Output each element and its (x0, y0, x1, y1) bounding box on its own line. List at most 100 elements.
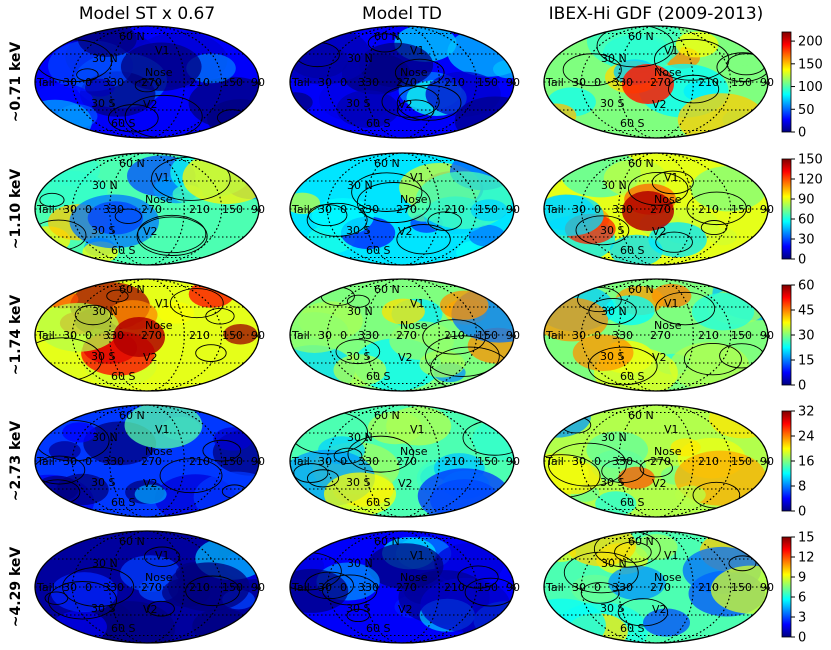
parallel-label: 60 S (111, 496, 135, 509)
meridian-label: 150 (222, 455, 243, 468)
parallel-label: 60 N (119, 157, 145, 170)
parallel-label: 30 S (91, 476, 115, 489)
contour (457, 565, 499, 589)
meridian-label: 150 (222, 581, 243, 594)
colorbar-tick-label: 16 (798, 455, 815, 470)
map-blob (648, 222, 707, 258)
meridian-label: 150 (731, 76, 752, 89)
marker-label-v2: V2 (143, 351, 158, 364)
marker-label-nose: Nose (145, 193, 173, 206)
contour (106, 289, 129, 303)
contour (107, 104, 159, 133)
marker-label-v2: V2 (398, 351, 413, 364)
colorbar-tick-label: 100 (798, 80, 823, 95)
map-blob (470, 199, 508, 222)
marker-label-v1: V1 (155, 297, 170, 310)
meridian-label: Tail (545, 329, 564, 342)
meridian-label: 0 (594, 76, 601, 89)
map-blob (389, 321, 454, 361)
contour (134, 78, 159, 93)
meridian (109, 26, 185, 138)
marker-label-v2: V2 (143, 603, 158, 616)
parallel-label: 30 S (346, 602, 370, 615)
map-blob (604, 295, 655, 326)
meridian-label: 30 (63, 76, 77, 89)
map-blob (643, 608, 690, 637)
colorbar-row-4: 0 8 16 24 32 (781, 405, 815, 520)
parallel-label: 30 N (92, 431, 118, 444)
parallel-label: 30 S (600, 97, 624, 110)
meridian-label: 30 (63, 329, 77, 342)
colorbar-tick-label: 30 (798, 233, 815, 248)
marker-label-v1: V1 (664, 171, 679, 184)
meridian-label: 30 (572, 203, 586, 216)
contour (628, 171, 689, 206)
colorbar-gradient (781, 536, 792, 638)
meridian (364, 405, 440, 517)
parallel-label: 60 N (628, 157, 654, 170)
meridian-label: 30 (318, 329, 332, 342)
degree-mark (257, 460, 261, 464)
meridian-label: 210 (444, 581, 465, 594)
parallel-label: 30 S (346, 97, 370, 110)
parallel-label: 30 S (91, 97, 115, 110)
map-blob (336, 90, 400, 128)
contour (335, 339, 381, 365)
colorbar-tick-label: 90 (798, 193, 815, 208)
marker-label-nose: Nose (654, 571, 682, 584)
contour (654, 38, 730, 81)
parallel-label: 60 S (620, 117, 644, 130)
colorbar-tick-label: 0 (798, 631, 806, 646)
meridian-label: 210 (444, 203, 465, 216)
contour (700, 220, 728, 236)
parallel-label: 60 N (628, 30, 654, 43)
map-blob (586, 431, 649, 469)
contour (728, 555, 757, 572)
marker-label-nose: Nose (145, 445, 173, 458)
map-blob (571, 574, 619, 604)
marker-label-v2: V2 (652, 225, 667, 238)
contour (425, 335, 500, 377)
meridian-label: 330 (612, 581, 633, 594)
marker-label-v2: V2 (398, 603, 413, 616)
meridian-label: 330 (358, 76, 379, 89)
meridian-label: 210 (189, 581, 210, 594)
parallel-label: 60 N (374, 283, 400, 296)
map-blob (50, 572, 118, 613)
contour (185, 575, 240, 607)
parallel-label: 60 S (366, 370, 390, 383)
map-blob (35, 99, 92, 138)
meridian-label: 0 (340, 329, 347, 342)
colorbar-tick-label: 0 (798, 253, 806, 268)
parallel-label: 30 S (91, 224, 115, 237)
column-title-1: Model ST x 0.67 (79, 4, 215, 24)
meridian-label: 270 (650, 581, 671, 594)
meridian (71, 26, 223, 138)
map-blob (193, 471, 259, 517)
colorbar-gradient (781, 410, 792, 512)
colorbar-row-2: 0 30 60 90 120 150 (781, 153, 823, 268)
meridian (364, 531, 440, 643)
map-blob (691, 292, 755, 331)
meridian-label: 210 (189, 203, 210, 216)
parallel-label: 30 N (347, 305, 373, 318)
marker-label-v2: V2 (652, 351, 667, 364)
colorbar-tick-label: 15 (798, 531, 815, 546)
meridian-label: 0 (594, 329, 601, 342)
meridian-label: 150 (477, 581, 498, 594)
contour (588, 297, 637, 325)
map-blob (709, 405, 768, 439)
colorbar-gradient (781, 158, 792, 260)
marker-label-v1: V1 (664, 297, 679, 310)
map-blob (670, 438, 701, 457)
colorbar-tick-label: 50 (798, 103, 815, 118)
degree-mark (766, 208, 770, 212)
colorbar-tick-label: 8 (798, 480, 806, 495)
contour (667, 74, 720, 104)
contour (617, 598, 669, 627)
contour (147, 600, 175, 617)
map-blob (182, 153, 259, 205)
